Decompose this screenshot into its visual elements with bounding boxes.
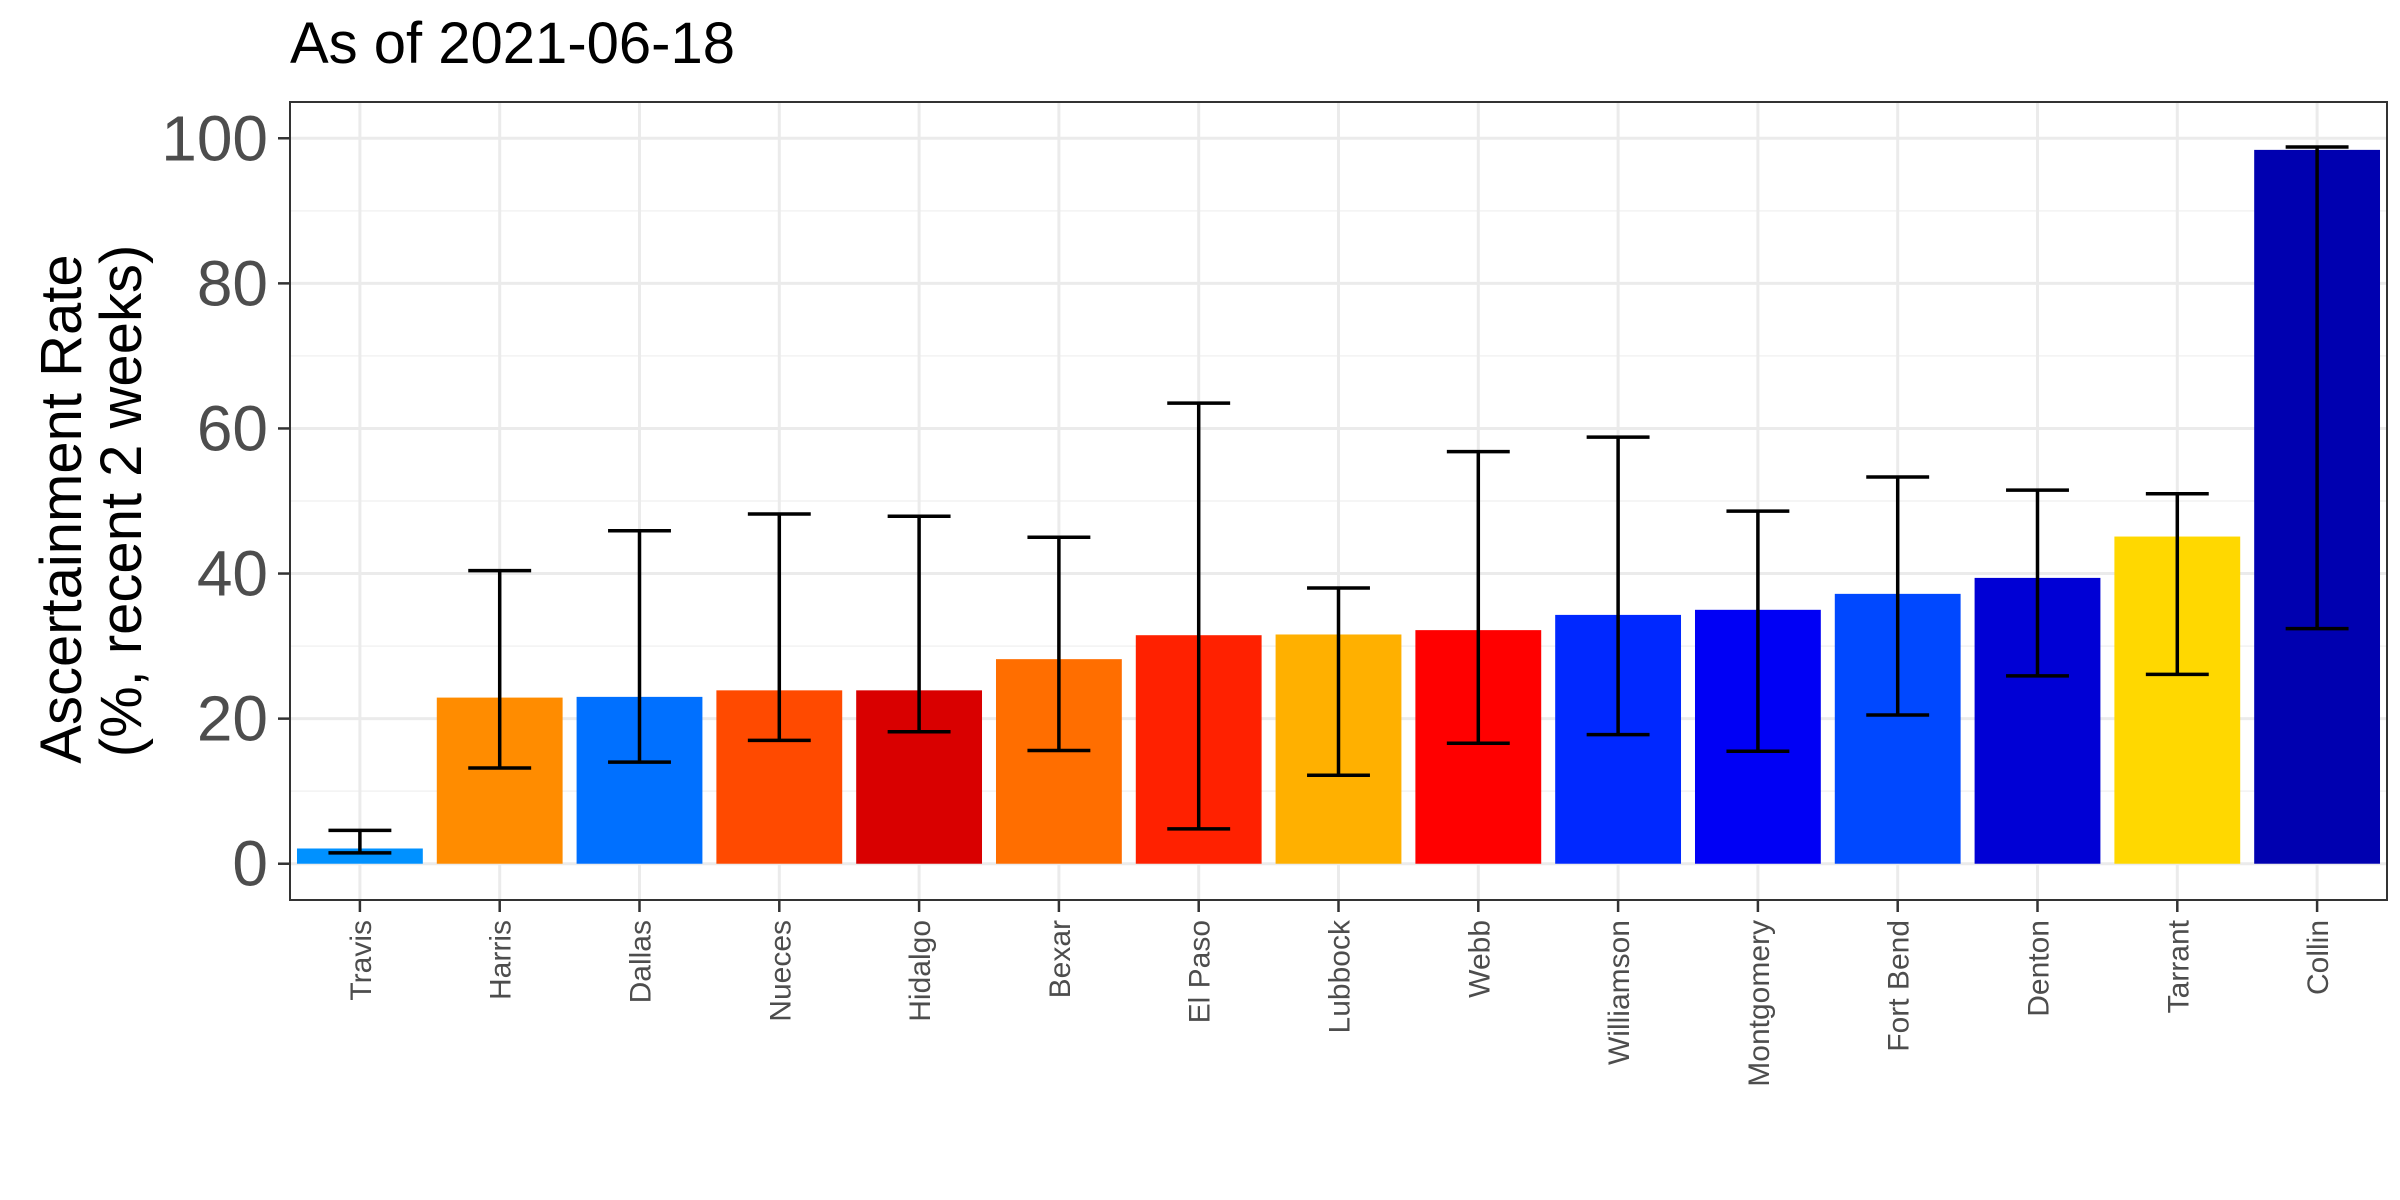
y-tick-label: 80 <box>197 247 268 319</box>
x-tick-label: Harris <box>485 920 518 1000</box>
x-tick-label: Bexar <box>1044 920 1077 998</box>
y-tick-label: 40 <box>197 538 268 610</box>
error-bar-denton <box>2006 488 2069 678</box>
x-tick-label: Denton <box>2023 920 2056 1017</box>
x-tick-label: Travis <box>345 920 378 1001</box>
error-bar-travis <box>328 828 392 855</box>
y-tick-label: 100 <box>161 102 268 174</box>
x-tick-label: Webb <box>1463 920 1496 998</box>
y-tick-label: 0 <box>232 828 268 900</box>
y-tick-label: 20 <box>197 683 268 755</box>
chart-title: As of 2021-06-18 <box>290 11 735 76</box>
x-tick-label: Williamson <box>1603 920 1636 1065</box>
error-bar-tarrant <box>2145 491 2209 677</box>
x-tick-label: Lubbock <box>1324 919 1357 1033</box>
error-bar-dallas <box>608 528 671 764</box>
error-bar-webb <box>1446 449 1510 746</box>
x-tick-label: Nueces <box>764 920 797 1022</box>
error-bar-bexar <box>1027 535 1091 753</box>
x-tick-label: El Paso <box>1184 920 1217 1023</box>
x-tick-label: Montgomery <box>1743 920 1776 1087</box>
y-axis: 0 20 40 60 80 100 <box>161 102 290 900</box>
x-tick-label: Tarrant <box>2162 919 2195 1013</box>
x-tick-label: Hidalgo <box>904 920 937 1022</box>
y-axis-label-line-1: Ascertainment Rate <box>29 254 94 763</box>
error-bar-williamson <box>1586 435 1650 737</box>
x-tick-label: Fort Bend <box>1883 920 1916 1052</box>
y-tick-label: 60 <box>197 392 268 464</box>
error-bar-el-paso <box>1167 401 1231 831</box>
y-axis-label: Ascertainment Rate (%, recent 2 weeks) <box>29 238 154 763</box>
error-bar-montgomery <box>1726 509 1790 754</box>
error-bar-harris <box>468 568 532 770</box>
error-bars <box>328 145 2349 855</box>
x-tick-label: Dallas <box>625 920 658 1003</box>
y-axis-label-line-2: (%, recent 2 weeks) <box>89 245 154 758</box>
error-bar-nueces <box>747 512 811 743</box>
error-bar-lubbock <box>1307 586 1370 777</box>
x-axis: Travis Harris Dallas Nueces Hidalgo Bexar El P… <box>345 900 2335 1087</box>
error-bar-hidalgo <box>887 514 951 734</box>
error-bar-fort-bend <box>1866 475 1930 717</box>
x-tick-label: Collin <box>2302 920 2335 995</box>
error-bar-collin <box>2285 145 2349 631</box>
